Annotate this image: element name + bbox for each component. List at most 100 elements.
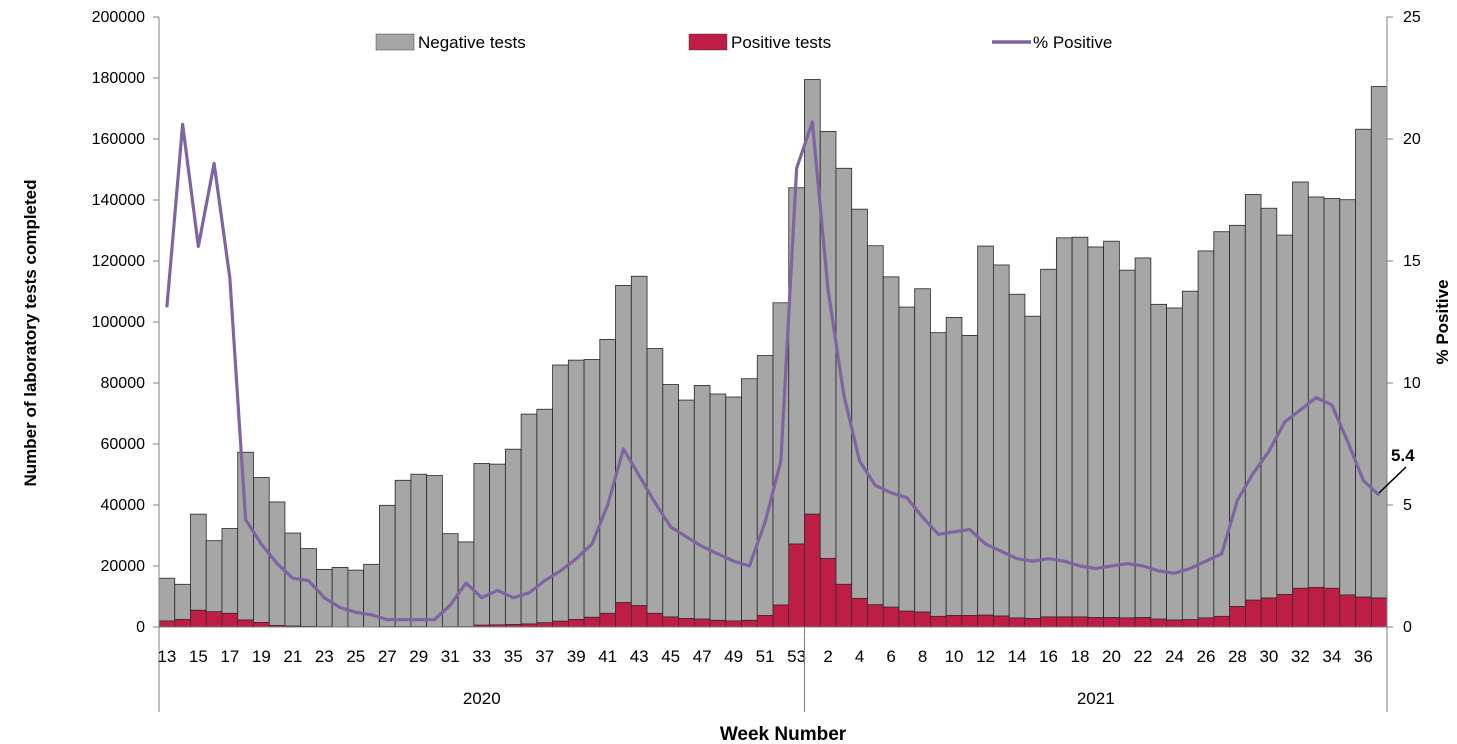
bar-negative [583,359,601,618]
bar-negative [1339,199,1356,596]
bar-positive [1370,597,1388,628]
y-tick-label-left: 40000 [101,497,146,514]
bar-positive [898,610,915,628]
y-tick-label-left: 20000 [101,558,146,575]
y-axis-left-title: Number of laboratory tests completed [21,179,40,486]
bar-negative [898,306,916,612]
bar-negative [1244,194,1262,601]
x-tick-label: 12 [976,647,995,666]
bar-negative [394,479,412,628]
bar-positive [1150,618,1167,628]
legend-label-positive: Positive tests [731,33,831,52]
x-tick-label: 31 [441,647,460,666]
bar-negative [693,385,711,620]
year-label: 2020 [463,689,501,708]
x-tick-label: 53 [787,647,806,666]
bar-negative [615,284,632,604]
x-tick-label: 27 [378,647,397,666]
y-tick-label-left: 80000 [101,375,146,392]
x-tick-label: 41 [598,647,617,666]
legend-label-negative: Negative tests [418,33,526,52]
bar-negative [1024,315,1042,619]
x-tick-label: 28 [1228,647,1247,666]
bar-positive [1245,599,1262,628]
y-tick-label-left: 60000 [101,436,146,453]
bar-negative [1103,240,1120,618]
bar-positive [1103,617,1120,628]
bar-positive [568,619,585,628]
bar-positive [725,620,742,628]
x-tick-label: 47 [693,647,712,666]
bar-positive [678,618,695,628]
x-tick-label: 6 [886,647,895,666]
bar-negative [190,513,207,611]
bar-positive [662,616,679,628]
x-tick-label: 45 [661,647,680,666]
bar-positive [693,618,711,628]
bar-negative [1213,231,1230,617]
bar-positive [1276,594,1293,628]
bar-positive [1339,594,1356,628]
bar-positive [1166,619,1183,628]
bar-negative [914,288,931,613]
x-tick-label: 14 [1008,647,1027,666]
annotation-leader [1378,466,1407,494]
bar-positive [1087,617,1104,628]
x-tick-label: 22 [1134,647,1153,666]
bar-negative [473,463,491,626]
bar-negative [993,264,1010,617]
bar-positive [930,616,947,628]
x-tick-label: 49 [724,647,743,666]
y-tick-label-left: 120000 [92,253,145,270]
bar-positive [788,543,805,628]
bar-negative [709,393,727,621]
y-tick-label-right: 15 [1403,253,1421,270]
bar-positive [646,612,664,628]
bar-negative [567,359,585,620]
y-tick-label-right: 0 [1403,619,1412,636]
bar-positive [741,619,758,628]
x-tick-label: 20 [1102,647,1121,666]
x-tick-label: 10 [945,647,964,666]
bar-negative [977,245,994,616]
percent-line-layer [165,120,1381,622]
bar-negative [678,399,695,619]
x-tick-label: 24 [1165,647,1184,666]
bar-positive [867,604,884,628]
y-tick-label-left: 0 [136,619,145,636]
bar-negative [1008,293,1026,619]
bar-positive [772,604,790,628]
bar-positive [835,583,853,628]
bar-positive [205,611,223,628]
bar-negative [205,540,223,613]
bar-negative [441,533,459,628]
legend-swatch-positive [688,33,728,51]
bar-negative [426,475,443,628]
y-axis-right-title: % Positive [1433,279,1452,364]
year-label: 2021 [1077,689,1115,708]
bar-positive [1040,616,1057,628]
bar-positive [945,615,963,628]
bar-negative [756,355,774,616]
bar-negative [174,583,191,620]
bar-positive [1071,616,1089,628]
bar-positive [221,612,239,628]
x-tick-label: 32 [1291,647,1310,666]
bar-positive [961,615,978,628]
x-tick-label: 30 [1259,647,1278,666]
bar-positive [993,615,1010,628]
bar-positive [237,619,254,628]
percent-positive-line [165,120,1381,622]
bar-negative [379,504,396,628]
bar-negative [741,378,758,621]
bar-positive [1182,619,1199,628]
bar-positive [1323,587,1341,628]
legend-label-percent: % Positive [1033,33,1112,52]
bar-negative [725,396,742,622]
bar-positive [158,620,176,628]
bar-negative [489,463,506,626]
y-tick-label-left: 180000 [92,70,145,87]
x-tick-label: 4 [855,647,864,666]
x-tick-label: 36 [1354,647,1373,666]
